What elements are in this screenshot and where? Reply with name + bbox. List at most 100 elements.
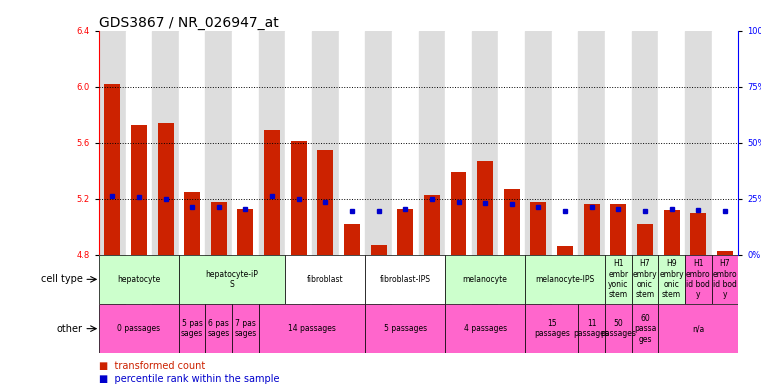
Bar	[184, 192, 200, 255]
Bar	[658, 304, 685, 353]
Bar	[152, 304, 179, 353]
Text: ■  percentile rank within the sample: ■ percentile rank within the sample	[99, 374, 279, 384]
Text: 4 passages: 4 passages	[463, 324, 507, 333]
Text: melanocyte: melanocyte	[463, 275, 508, 284]
Bar	[552, 31, 578, 255]
Bar	[392, 31, 419, 255]
Bar	[605, 255, 632, 304]
Bar	[451, 172, 466, 255]
Text: 0 passages: 0 passages	[117, 324, 161, 333]
Bar	[712, 31, 738, 255]
Bar	[419, 304, 445, 353]
Bar	[205, 31, 232, 255]
Bar	[312, 304, 339, 353]
Bar	[685, 304, 712, 353]
Bar	[658, 31, 685, 255]
Text: ■  transformed count: ■ transformed count	[99, 361, 205, 371]
Bar	[371, 245, 387, 255]
Bar	[632, 31, 658, 255]
Bar	[211, 202, 227, 255]
Bar	[477, 161, 493, 255]
Bar	[291, 141, 307, 255]
Bar	[158, 123, 174, 255]
Text: 11
passages: 11 passages	[574, 319, 610, 338]
Text: H1
embr
yonic
stem: H1 embr yonic stem	[608, 259, 629, 300]
Bar	[339, 304, 365, 353]
Bar	[99, 255, 179, 304]
Bar	[264, 130, 280, 255]
Text: 5 passages: 5 passages	[384, 324, 427, 333]
Bar	[179, 255, 285, 304]
Bar	[525, 304, 552, 353]
Bar	[179, 255, 205, 304]
Bar	[605, 255, 632, 304]
Bar	[285, 31, 312, 255]
Text: 50
passages: 50 passages	[600, 319, 636, 338]
Bar	[717, 250, 733, 255]
Bar	[584, 204, 600, 255]
Text: GDS3867 / NR_026947_at: GDS3867 / NR_026947_at	[99, 16, 279, 30]
Bar	[525, 31, 552, 255]
Text: 5 pas
sages: 5 pas sages	[181, 319, 203, 338]
Bar	[504, 189, 520, 255]
Bar	[285, 255, 365, 304]
Text: cell type: cell type	[41, 274, 83, 285]
Bar	[259, 31, 285, 255]
Bar	[312, 31, 339, 255]
Bar	[99, 255, 126, 304]
Bar	[365, 255, 392, 304]
Text: fibroblast: fibroblast	[307, 275, 344, 284]
Bar	[104, 84, 120, 255]
Text: fibroblast-IPS: fibroblast-IPS	[380, 275, 431, 284]
Bar	[605, 31, 632, 255]
Bar	[445, 304, 472, 353]
Bar	[530, 202, 546, 255]
Bar	[365, 31, 392, 255]
Bar	[285, 255, 312, 304]
Bar	[419, 31, 445, 255]
Bar	[472, 304, 498, 353]
Bar	[232, 255, 259, 304]
Bar	[685, 255, 712, 304]
Bar	[498, 304, 525, 353]
Bar	[152, 31, 179, 255]
Bar	[99, 304, 126, 353]
Bar	[392, 255, 419, 304]
Text: H1
embro
id bod
y: H1 embro id bod y	[686, 259, 711, 300]
Bar	[365, 304, 445, 353]
Text: 60
passa
ges: 60 passa ges	[634, 314, 656, 344]
Text: 7 pas
sages: 7 pas sages	[234, 319, 256, 338]
Bar	[664, 210, 680, 255]
Bar	[179, 304, 205, 353]
Text: 15
passages: 15 passages	[533, 319, 570, 338]
Bar	[578, 255, 605, 304]
Bar	[237, 209, 253, 255]
Bar	[552, 304, 578, 353]
Text: H7
embro
id bod
y: H7 embro id bod y	[712, 259, 737, 300]
Bar	[658, 255, 685, 304]
Bar	[259, 304, 365, 353]
Text: 14 passages: 14 passages	[288, 324, 336, 333]
Bar	[126, 304, 152, 353]
Bar	[99, 304, 179, 353]
Text: 6 pas
sages: 6 pas sages	[208, 319, 230, 338]
Bar	[658, 304, 738, 353]
Bar	[365, 255, 445, 304]
Bar	[472, 255, 498, 304]
Bar	[232, 304, 259, 353]
Bar	[205, 304, 232, 353]
Bar	[344, 224, 360, 255]
Bar	[259, 255, 285, 304]
Text: H9
embry
onic
stem: H9 embry onic stem	[659, 259, 684, 300]
Bar	[419, 255, 445, 304]
Bar	[578, 304, 605, 353]
Bar	[232, 304, 259, 353]
Bar	[632, 304, 658, 353]
Bar	[445, 255, 472, 304]
Bar	[552, 255, 578, 304]
Bar	[445, 31, 472, 255]
Bar	[685, 255, 712, 304]
Bar	[131, 124, 147, 255]
Bar	[179, 31, 205, 255]
Bar	[99, 31, 126, 255]
